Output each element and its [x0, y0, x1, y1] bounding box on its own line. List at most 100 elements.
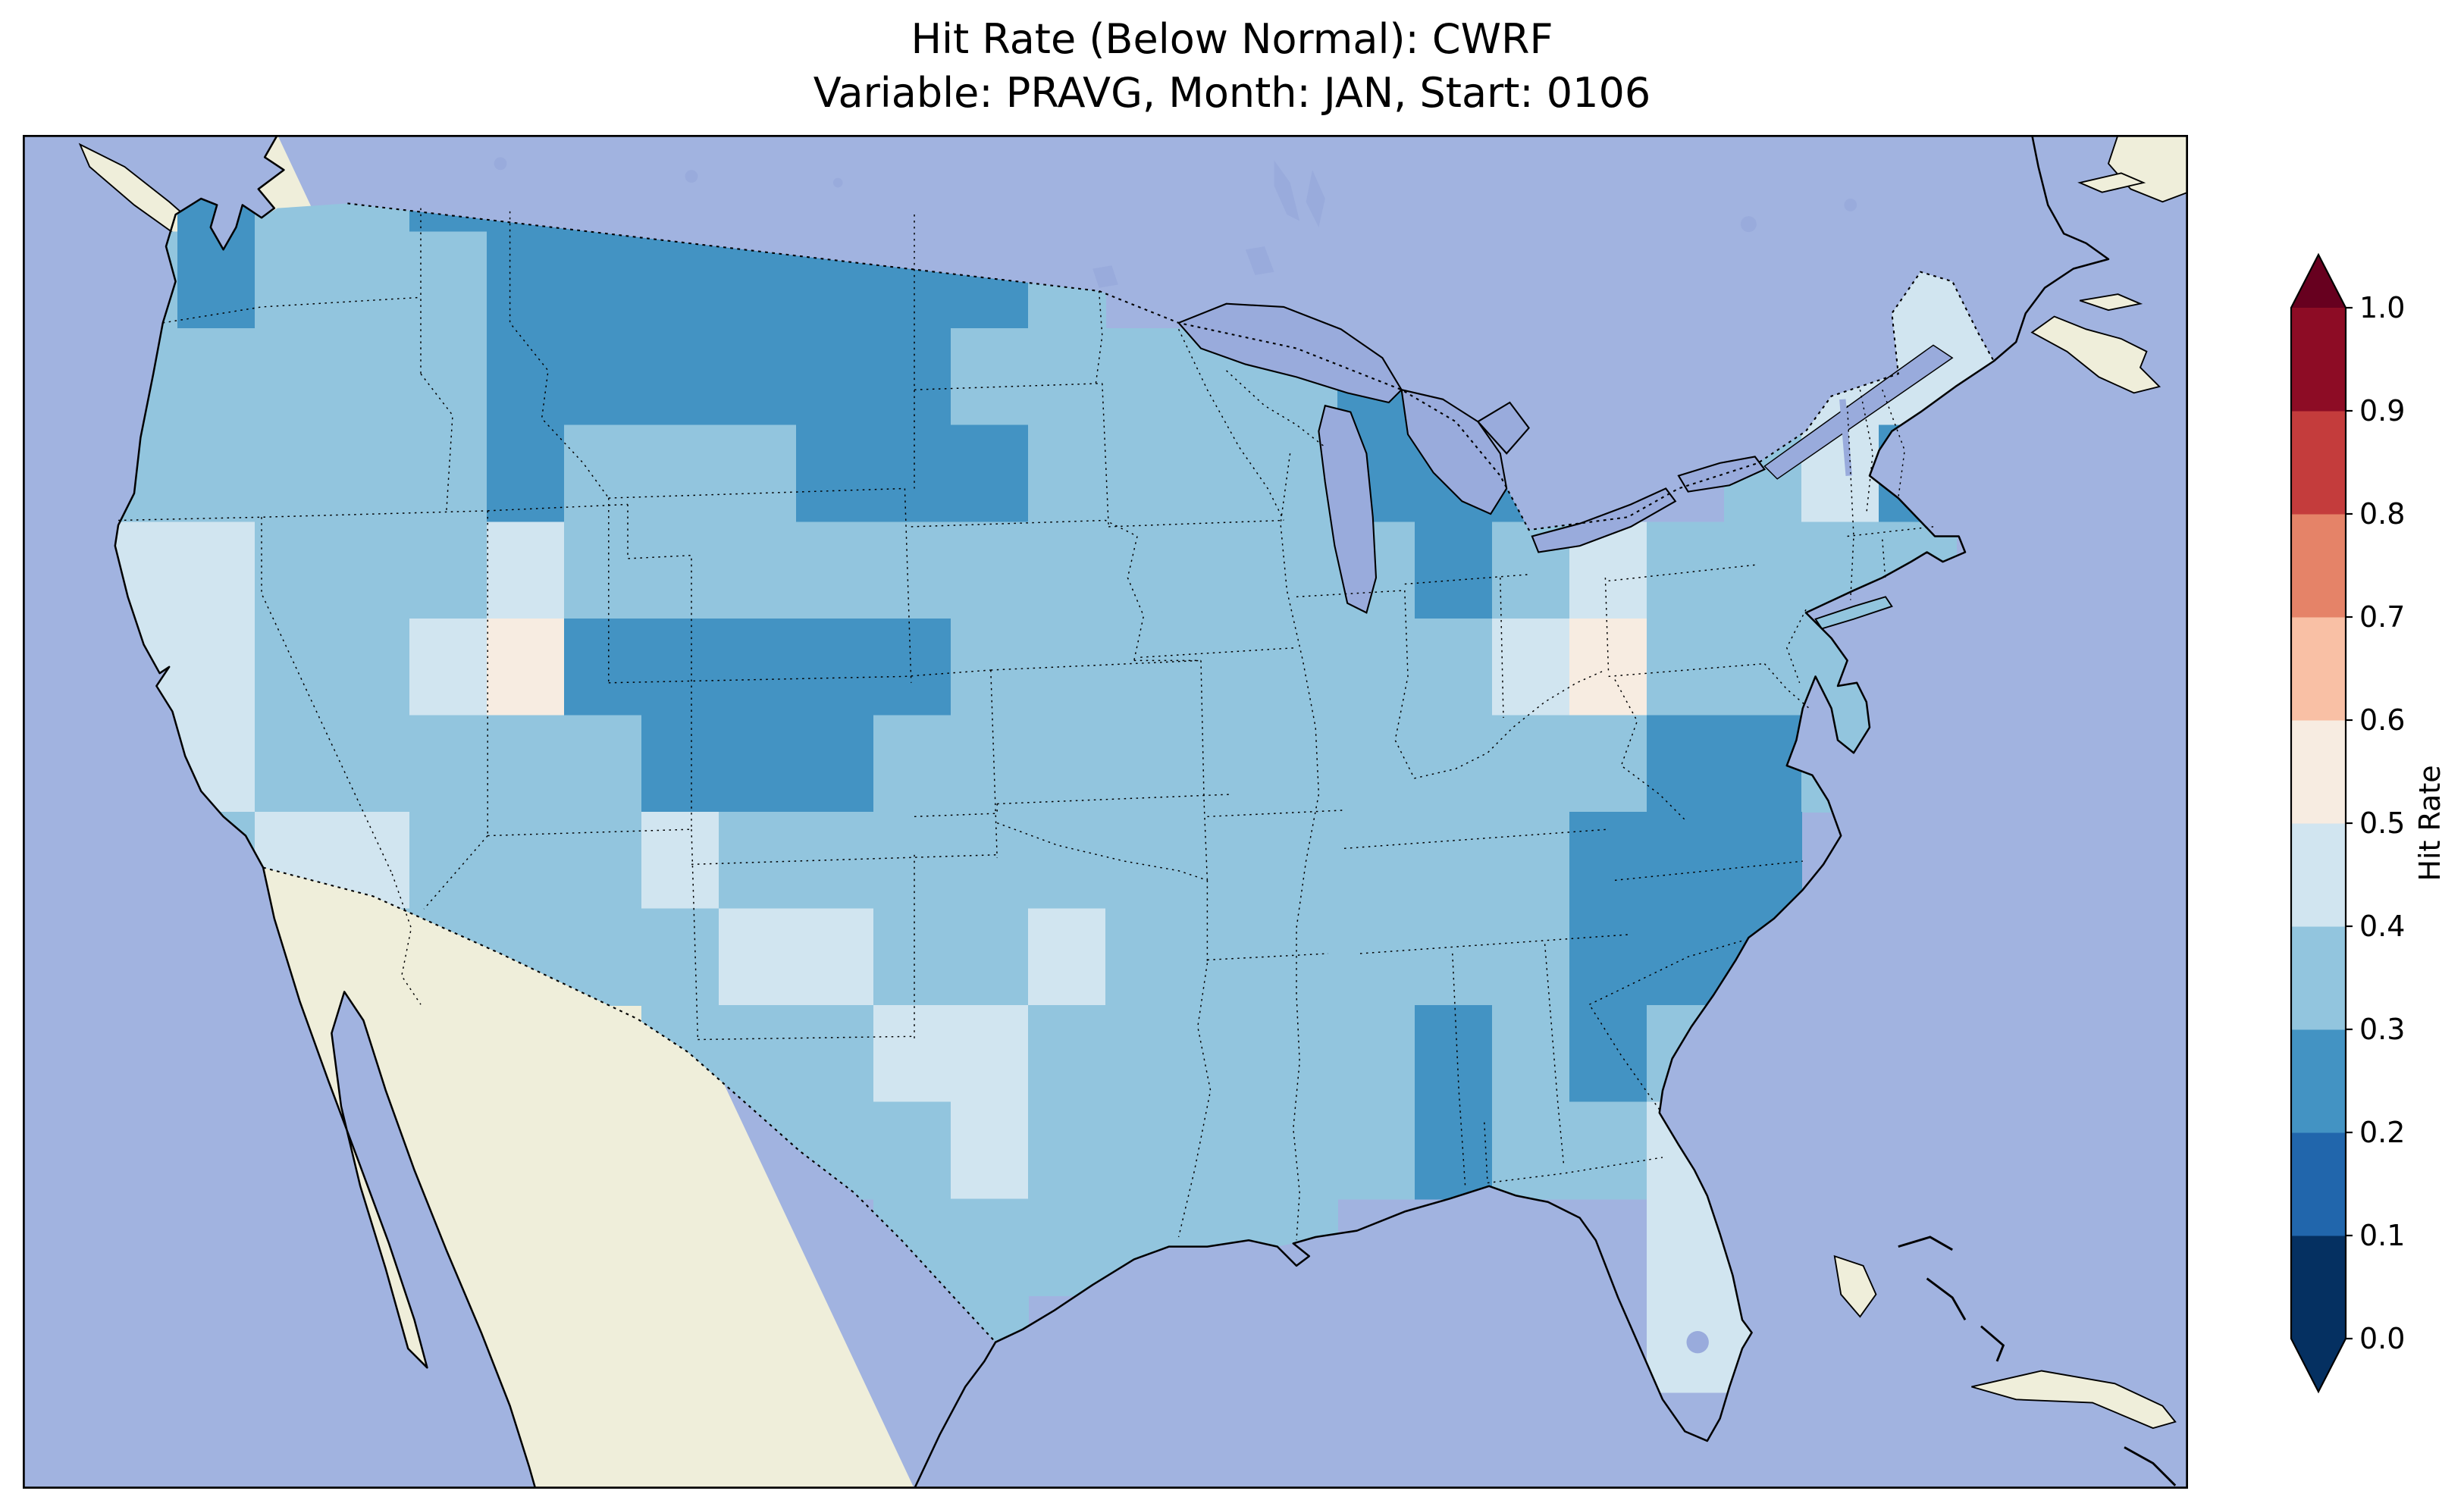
- island: [2079, 293, 2143, 312]
- grid-cell: [951, 1198, 1030, 1296]
- grid-cell: [409, 715, 488, 813]
- grid-cell: [1182, 618, 1262, 716]
- grid-cell: [564, 618, 643, 716]
- grid-cell: [1105, 1005, 1184, 1103]
- colorbar-tick-label: 0.0: [2359, 1322, 2405, 1355]
- colorbar-tick-label: 0.1: [2359, 1219, 2405, 1252]
- colorbar-tick-label: 0.3: [2359, 1013, 2405, 1046]
- grid-cell: [718, 618, 798, 716]
- grid-cell: [873, 521, 952, 619]
- colorbar-segment: [2291, 1029, 2346, 1133]
- state-border: [1177, 329, 1284, 521]
- colorbar-segment: [2291, 411, 2346, 515]
- grid-cell: [795, 424, 875, 523]
- grid-cell: [1105, 812, 1184, 910]
- state-border: [1487, 1157, 1663, 1184]
- grid-cell: [1259, 1101, 1339, 1200]
- grid-cell: [1182, 1005, 1262, 1103]
- grid-cell: [177, 618, 256, 716]
- us-canada-border: [347, 202, 1995, 531]
- colorbar-segment: [2291, 720, 2346, 824]
- state-border: [1847, 526, 1934, 537]
- grid-cell: [1105, 1101, 1184, 1200]
- grid-cell: [1569, 1101, 1648, 1200]
- grid-cell: [254, 521, 334, 619]
- grid-cell: [1028, 908, 1107, 1007]
- grid-cell: [1028, 812, 1107, 910]
- colorbar-under-arrow: [2291, 1339, 2346, 1392]
- grid-cell: [177, 424, 256, 523]
- grid-cell: [641, 812, 720, 910]
- grid-cell: [1647, 1198, 1726, 1296]
- grid-cell: [1182, 715, 1262, 813]
- state-border: [990, 669, 998, 858]
- small-island-coast: [1926, 1277, 1967, 1321]
- state-border: [1500, 578, 1504, 719]
- grid-cell: [1647, 715, 1726, 813]
- lake: [494, 157, 507, 171]
- island: [1971, 1370, 2177, 1430]
- state-border: [1604, 578, 1610, 674]
- state-border: [1846, 406, 1854, 600]
- grid-cell: [1182, 1101, 1262, 1200]
- grid-cell: [1647, 908, 1726, 1007]
- grid-cell: [254, 231, 334, 330]
- colorbar-segment: [2291, 617, 2346, 721]
- small-island-coast: [1898, 1236, 1953, 1251]
- state-border: [1280, 453, 1320, 1241]
- colorbar-segment: [2291, 823, 2346, 927]
- grid-cell: [641, 618, 720, 716]
- map-plot-area: [23, 135, 2188, 1489]
- grid-cell: [1105, 328, 1184, 426]
- grid-cell: [641, 231, 720, 330]
- lake-champlain: [1839, 399, 1852, 477]
- grid-cell: [564, 521, 643, 619]
- grid-cell: [1259, 618, 1339, 716]
- state-border: [1200, 660, 1208, 881]
- grid-cell: [1028, 424, 1107, 523]
- grid-cell: [1182, 424, 1262, 523]
- lake: [1844, 199, 1857, 211]
- grid-cell: [1723, 812, 1803, 910]
- grid-cell: [718, 328, 798, 426]
- state-border: [1414, 669, 1606, 779]
- plot-title-line2: Variable: PRAVG, Month: JAN, Start: 0106: [813, 69, 1651, 117]
- grid-cell: [254, 424, 334, 523]
- grid-cell: [332, 715, 411, 813]
- grid-cell: [641, 328, 720, 426]
- state-border: [423, 835, 488, 910]
- lake: [685, 170, 698, 183]
- grid-cell: [1569, 715, 1648, 813]
- state-border: [1882, 539, 1886, 581]
- great-lake: [1400, 388, 1530, 515]
- grid-cell: [795, 618, 875, 716]
- state-border: [1140, 647, 1297, 658]
- grid-cell: [177, 231, 256, 330]
- grid-cell: [1028, 328, 1107, 426]
- grid-cell: [409, 328, 488, 426]
- lake: [1245, 246, 1274, 275]
- grid-cell: [564, 328, 643, 426]
- grid-cell: [795, 715, 875, 813]
- grid-cell: [487, 812, 566, 910]
- state-border: [1608, 662, 1765, 678]
- coastline: [913, 135, 2110, 1489]
- colorbar-segment: [2291, 926, 2346, 1030]
- colorbar-segment: [2291, 1236, 2346, 1339]
- grid-cell: [873, 812, 952, 910]
- grid-cell: [795, 1005, 875, 1103]
- state-border: [1484, 1122, 1488, 1183]
- grid-cell: [795, 521, 875, 619]
- grid-cell: [1105, 715, 1184, 813]
- lake: [1092, 265, 1118, 288]
- island: [1833, 1254, 1877, 1318]
- grid-cell: [332, 328, 411, 426]
- state-border: [1614, 860, 1803, 882]
- grid-cell: [1492, 715, 1571, 813]
- grid-cell: [487, 231, 566, 330]
- grid-cell: [487, 618, 566, 716]
- grid-cell: [1337, 715, 1416, 813]
- grid-cell: [564, 715, 643, 813]
- colorbar-over-arrow: [2291, 255, 2346, 308]
